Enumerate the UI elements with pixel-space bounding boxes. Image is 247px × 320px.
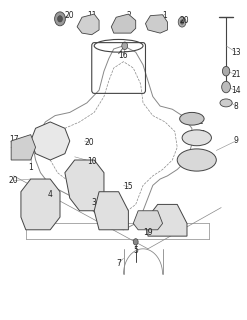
Text: 21: 21 [231,70,241,79]
Text: 9: 9 [233,136,238,146]
Text: 3: 3 [92,198,97,207]
Circle shape [133,239,138,245]
Ellipse shape [182,130,211,146]
Ellipse shape [177,149,216,171]
Ellipse shape [180,112,204,125]
Text: 17: 17 [9,135,19,144]
Text: 15: 15 [124,182,133,191]
Text: 20: 20 [180,16,189,25]
Circle shape [55,12,65,26]
Text: 5: 5 [133,246,138,255]
Ellipse shape [220,99,232,107]
Polygon shape [145,15,167,33]
Circle shape [222,67,230,76]
Circle shape [178,17,186,27]
Text: 10: 10 [87,157,97,166]
Polygon shape [133,211,163,230]
Text: 20: 20 [84,138,94,147]
Text: 4: 4 [48,190,53,199]
Text: 18: 18 [9,141,18,150]
Text: 2: 2 [126,11,131,20]
Polygon shape [21,179,60,230]
Text: 20: 20 [65,11,75,20]
Polygon shape [77,14,99,35]
Text: 12: 12 [194,117,204,126]
Circle shape [222,81,230,93]
Text: 7: 7 [199,130,204,139]
Text: 6: 6 [204,156,209,164]
Circle shape [180,20,184,24]
Text: 13: 13 [231,48,241,57]
Text: 11: 11 [87,11,97,20]
Text: 14: 14 [231,86,241,95]
Text: 8: 8 [233,101,238,111]
Text: 20: 20 [9,176,19,185]
Polygon shape [31,122,70,160]
Text: 19: 19 [143,228,153,237]
Circle shape [122,42,128,50]
Text: 7: 7 [116,259,121,268]
Circle shape [58,16,62,22]
Polygon shape [94,192,128,230]
Text: 1: 1 [163,11,167,20]
Polygon shape [111,14,136,33]
Text: 1: 1 [28,164,33,172]
Polygon shape [148,204,187,236]
Text: 16: 16 [119,51,128,60]
Polygon shape [11,135,36,160]
Polygon shape [65,160,104,211]
